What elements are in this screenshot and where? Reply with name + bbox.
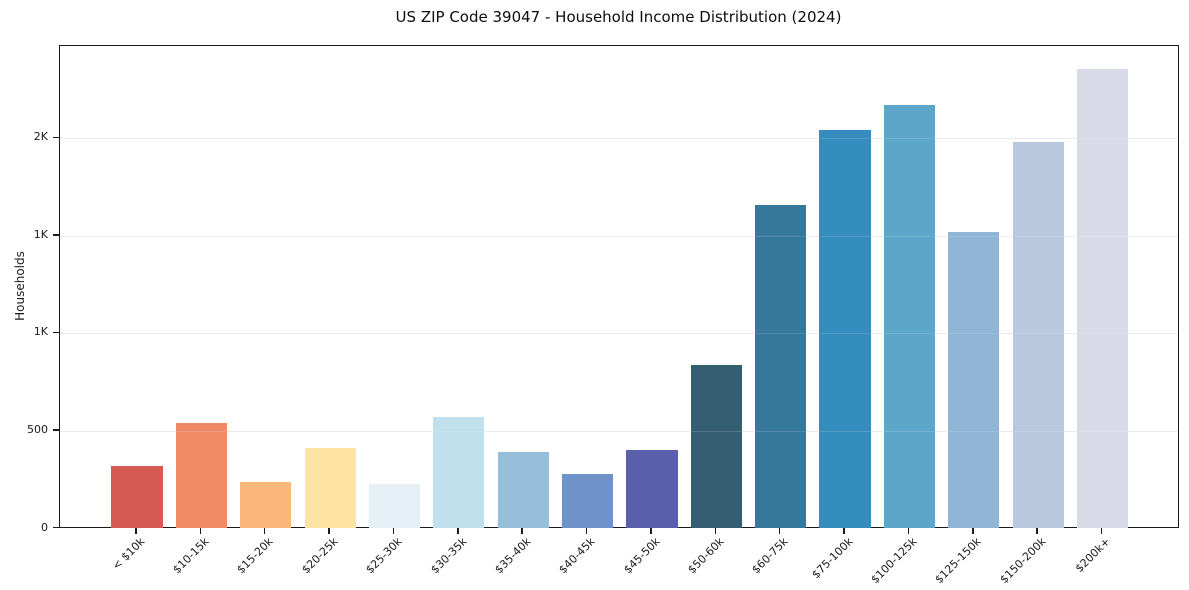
gridline-overlay — [59, 333, 1178, 335]
bar-$20-25k — [304, 448, 356, 529]
x-tick-label: $35-40k — [492, 534, 534, 576]
y-tick-label: 1K — [33, 325, 48, 339]
y-tick-label: 0 — [41, 520, 48, 534]
x-tick-label: $45-50k — [620, 534, 663, 576]
gridline — [59, 430, 1178, 432]
bar-$100-125k — [883, 104, 936, 529]
x-tick-label: $125-150k — [932, 534, 985, 586]
x-tick-label: $150-200k — [997, 534, 1049, 586]
x-tick-label: $10-15k — [170, 534, 212, 576]
gridline-overlay — [59, 235, 1178, 237]
x-tick-label: $200k+ — [1072, 534, 1113, 575]
bar-$60-75k — [755, 204, 807, 529]
bar-$10-15k — [175, 423, 227, 529]
bar-$15-20k — [240, 482, 292, 529]
plot-area — [58, 45, 1179, 529]
x-tick — [1036, 527, 1038, 534]
x-tick — [972, 527, 974, 534]
x-tick — [714, 527, 717, 534]
bar-$150-200k — [1012, 142, 1064, 529]
y-tick — [52, 331, 59, 334]
gridline-overlay — [59, 430, 1178, 432]
x-tick — [199, 527, 202, 534]
bar-$125-150k — [948, 231, 1000, 529]
x-tick-label: $25-30k — [363, 534, 405, 576]
x-tick — [328, 527, 330, 534]
bar-$200k+ — [1076, 69, 1129, 529]
x-tick — [457, 527, 459, 534]
x-tick-label: $15-20k — [234, 534, 276, 576]
x-tick — [392, 527, 395, 534]
gridline — [59, 333, 1178, 335]
x-tick — [521, 527, 523, 534]
chart-title: US ZIP Code 39047 - Household Income Dis… — [395, 8, 842, 26]
x-tick-label: $100-125k — [868, 534, 920, 586]
y-tick-label: 1K — [33, 227, 48, 241]
y-tick-label: 500 — [27, 422, 48, 436]
bar-< $10k — [111, 466, 163, 529]
gridline — [59, 235, 1178, 237]
y-tick-label: 2K — [33, 130, 48, 144]
x-tick-label: $30-35k — [427, 534, 470, 576]
bar-$25-30k — [368, 484, 421, 529]
bar-$35-40k — [497, 452, 549, 529]
x-tick — [778, 527, 781, 534]
x-tick — [907, 527, 910, 534]
x-tick-label: $20-25k — [299, 534, 341, 576]
bar-$50-60k — [690, 365, 742, 529]
x-tick — [650, 527, 652, 534]
x-tick-label: $50-60k — [685, 534, 727, 576]
y-tick — [52, 234, 59, 236]
x-tick — [843, 527, 845, 534]
gridline — [59, 138, 1178, 140]
x-tick-label: $40-45k — [556, 534, 598, 576]
x-tick — [135, 527, 137, 534]
bar-$40-45k — [561, 474, 614, 529]
x-tick — [1100, 527, 1103, 534]
y-tick — [52, 429, 59, 431]
y-tick — [52, 136, 59, 139]
bar-$45-50k — [626, 450, 678, 529]
y-tick — [52, 526, 59, 529]
x-tick-label: < $10k — [109, 534, 148, 573]
gridline-overlay — [59, 138, 1178, 140]
x-tick-label: $60-75k — [749, 534, 791, 576]
bar-$75-100k — [819, 129, 871, 529]
x-tick — [263, 527, 266, 534]
x-tick — [585, 527, 588, 534]
bars-container — [59, 46, 1178, 529]
x-tick-label: $75-100k — [809, 534, 856, 581]
bar-$30-35k — [433, 417, 485, 529]
y-axis-label: Households — [13, 251, 27, 321]
